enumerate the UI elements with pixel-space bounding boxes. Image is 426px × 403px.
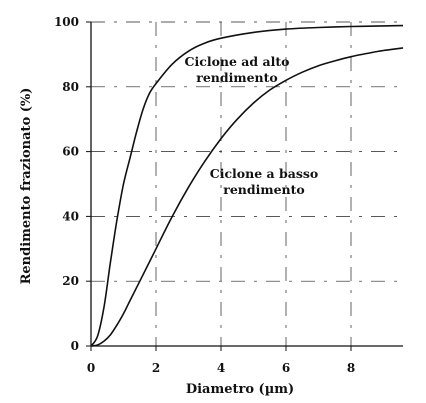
high-efficiency-label-line: rendimento	[196, 70, 278, 85]
y-tick-label: 100	[54, 15, 79, 29]
x-tick-label: 4	[217, 361, 225, 375]
high-efficiency-curve	[90, 24, 404, 347]
low-efficiency-label-line: Ciclone a basso	[210, 166, 319, 181]
x-tick-label: 8	[347, 361, 355, 375]
y-tick-label: 80	[62, 80, 79, 94]
x-axis-title: Diametro (µm)	[186, 382, 294, 397]
high-efficiency-label-line: Ciclone ad alto	[185, 54, 290, 69]
x-tick-label: 2	[152, 361, 160, 375]
grid-lines	[91, 21, 403, 346]
low-efficiency-curve	[90, 47, 404, 347]
y-tick-label: 40	[62, 209, 79, 223]
x-tick-label: 6	[282, 361, 290, 375]
curves	[90, 24, 404, 347]
ticks: 0 20 40 60 80 100 0 2 4 6 8	[54, 15, 355, 375]
low-efficiency-label-line: rendimento	[223, 182, 305, 197]
y-tick-label: 20	[62, 274, 79, 288]
y-tick-label: 0	[71, 339, 79, 353]
y-axis-title: Rendimento frazionato (%)	[19, 88, 34, 285]
x-tick-label: 0	[87, 361, 95, 375]
y-tick-label: 60	[62, 145, 79, 159]
